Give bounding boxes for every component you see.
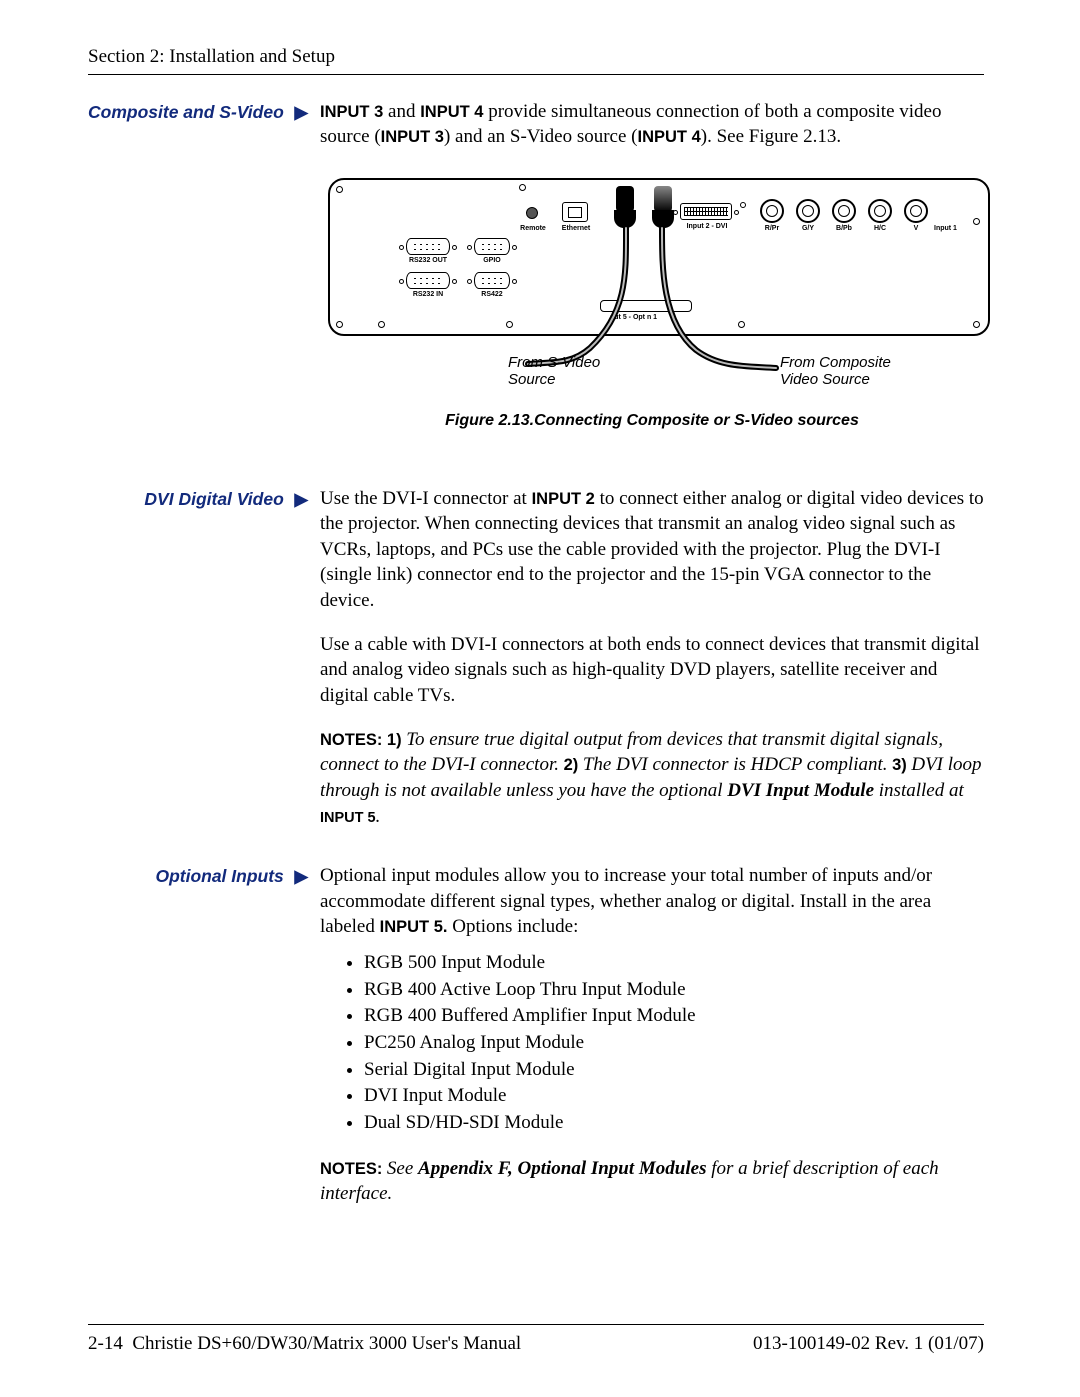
- figure-caption: Figure 2.13.Connecting Composite or S-Vi…: [320, 410, 984, 432]
- arrow-icon: ▶: [289, 102, 308, 122]
- kw-input4: INPUT 4: [420, 103, 483, 121]
- list-item: RGB 400 Active Loop Thru Input Module: [364, 977, 984, 1003]
- kw-input4b: INPUT 4: [637, 128, 700, 146]
- lbl-bnc1: R/Pr: [759, 225, 785, 232]
- page-footer: 2-14 Christie DS+60/DW30/Matrix 3000 Use…: [88, 1324, 984, 1357]
- footer-left: 2-14 Christie DS+60/DW30/Matrix 3000 Use…: [88, 1331, 521, 1357]
- option-slot: [600, 300, 692, 312]
- kw-input3b: INPUT 3: [381, 128, 444, 146]
- page-header: Section 2: Installation and Setup: [88, 44, 984, 75]
- port-rs232in: [406, 272, 450, 289]
- p-dvi-1: Use the DVI-I connector at INPUT 2 to co…: [320, 486, 984, 614]
- port-bnc-r: [760, 199, 784, 223]
- t: DVI Input Module: [727, 780, 874, 801]
- arrow-icon: ▶: [289, 489, 308, 509]
- footer-right: 013-100149-02 Rev. 1 (01/07): [753, 1331, 984, 1357]
- port-bnc-b: [832, 199, 856, 223]
- t: Source: [508, 371, 626, 388]
- svideo-plug: [612, 186, 638, 230]
- list-item: RGB 400 Buffered Amplifier Input Module: [364, 1003, 984, 1029]
- page-number: 2-14: [88, 1333, 123, 1354]
- t: From S-Video: [508, 354, 626, 371]
- list-item: RGB 500 Input Module: [364, 950, 984, 976]
- port-gpio: [474, 238, 510, 255]
- lbl-bnc3: B/Pb: [831, 225, 857, 232]
- p-opt-1: Optional input modules allow you to incr…: [320, 863, 984, 940]
- list-item: DVI Input Module: [364, 1083, 984, 1109]
- t: 2): [559, 756, 583, 774]
- composite-plug: [650, 186, 676, 230]
- t: From Composite: [780, 354, 891, 371]
- p-dvi-notes: NOTES: 1) To ensure true digital output …: [320, 727, 984, 830]
- lbl-eth: Ethernet: [558, 225, 594, 232]
- t: installed at: [874, 780, 964, 801]
- kw-input5: INPUT 5: [320, 810, 376, 826]
- t: .: [376, 806, 381, 827]
- lbl-rs232in: RS232 IN: [401, 291, 455, 298]
- port-remote: [526, 207, 538, 219]
- label-composite: Composite and S-Video: [88, 102, 284, 122]
- list-item: Serial Digital Input Module: [364, 1057, 984, 1083]
- label-optional: Optional Inputs: [155, 866, 283, 886]
- t: 3): [888, 756, 912, 774]
- p-opt-notes: NOTES: See Appendix F, Optional Input Mo…: [320, 1156, 984, 1207]
- lbl-remote: Remote: [516, 225, 550, 232]
- port-bnc-g: [796, 199, 820, 223]
- figure-2-13: Remote Ethernet Input 2 - DVI R/Pr G/Y B…: [320, 172, 984, 400]
- port-rs422: [474, 272, 510, 289]
- t: The DVI connector is HDCP compliant.: [583, 754, 888, 775]
- list-item: PC250 Analog Input Module: [364, 1030, 984, 1056]
- port-bnc-h: [868, 199, 892, 223]
- label-dvi: DVI Digital Video: [144, 489, 283, 509]
- lbl-rs422: RS422: [472, 291, 512, 298]
- arrow-icon: ▶: [289, 866, 308, 886]
- lbl-bnc5: V: [903, 225, 929, 232]
- p-composite: INPUT 3 and INPUT 4 provide simultaneous…: [320, 99, 984, 150]
- t: See: [387, 1158, 418, 1179]
- t: and: [383, 101, 420, 122]
- t: Options include:: [447, 916, 578, 937]
- lbl-bnc4: H/C: [867, 225, 893, 232]
- lbl-slot: put 5 - Opt n 1: [610, 314, 657, 321]
- port-bnc-v: [904, 199, 928, 223]
- port-ethernet: [562, 202, 588, 222]
- kw-input3: INPUT 3: [320, 103, 383, 121]
- kw-notes: NOTES: 1): [320, 731, 406, 749]
- lbl-svideo-src: From S-Video Source: [508, 354, 626, 388]
- t: Video Source: [780, 371, 891, 388]
- t: Appendix F, Optional Input Modules: [418, 1158, 711, 1179]
- module-list: RGB 500 Input Module RGB 400 Active Loop…: [364, 950, 984, 1135]
- port-rs232out: [406, 238, 450, 255]
- lbl-bnc2: G/Y: [795, 225, 821, 232]
- kw-notes2: NOTES:: [320, 1160, 387, 1178]
- kw-input2: INPUT 2: [532, 490, 595, 508]
- lbl-input1: Input 1: [934, 225, 957, 232]
- lbl-gpio: GPIO: [472, 257, 512, 264]
- p-dvi-2: Use a cable with DVI-I connectors at bot…: [320, 632, 984, 709]
- lbl-rs232out: RS232 OUT: [401, 257, 455, 264]
- t: ). See Figure 2.13.: [701, 126, 841, 147]
- t: Use the DVI-I connector at: [320, 488, 532, 509]
- list-item: Dual SD/HD-SDI Module: [364, 1110, 984, 1136]
- lbl-dvi: Input 2 - DVI: [682, 223, 732, 230]
- manual-title: Christie DS+60/DW30/Matrix 3000 User's M…: [132, 1333, 521, 1354]
- kw-input5b: INPUT 5.: [380, 918, 448, 936]
- t: ) and an S-Video source (: [444, 126, 638, 147]
- section-label: Composite and S-Video ▶: [88, 99, 320, 126]
- lbl-composite-src: From Composite Video Source: [780, 354, 891, 388]
- port-dvi: [680, 203, 732, 220]
